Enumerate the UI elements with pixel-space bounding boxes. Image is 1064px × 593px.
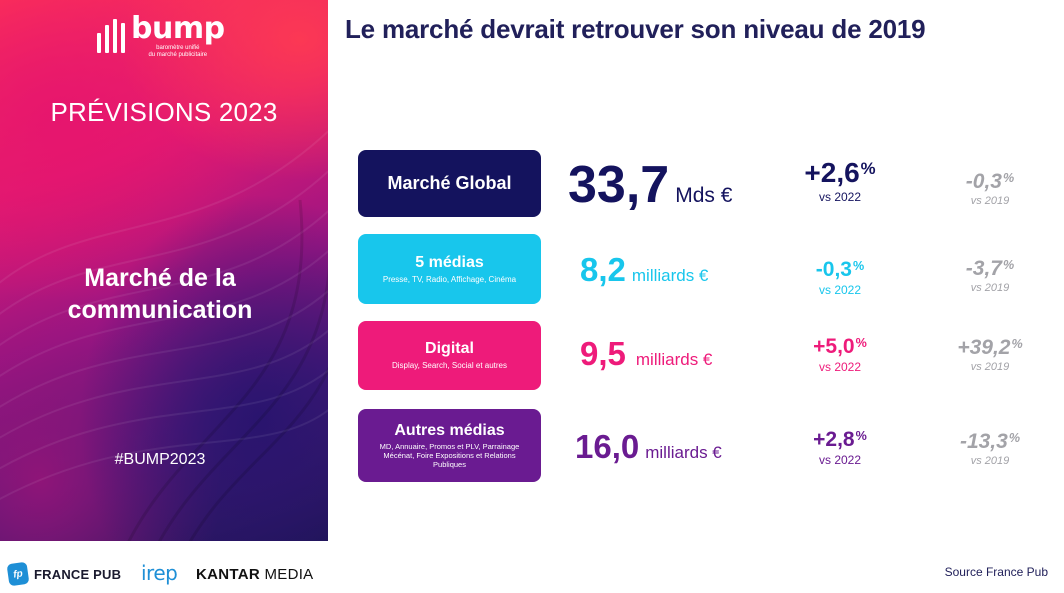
row-label-digital: Digital Display, Search, Social et autre… <box>358 321 541 390</box>
row-vs2019-digital: +39,2% vs 2019 <box>957 336 1023 373</box>
page-title: Le marché devrait retrouver son niveau d… <box>345 14 926 44</box>
previsions-heading: PRÉVISIONS 2023 <box>50 97 278 127</box>
marche-heading: Marché de la communication <box>67 264 253 324</box>
row-vs2019-marche-global: -0,3% vs 2019 <box>965 170 1015 207</box>
france-pub-badge-icon: fp <box>6 561 30 587</box>
row-label-marche-global: Marché Global <box>358 150 541 217</box>
decorative-swirl <box>0 129 328 541</box>
row-label-5-medias: 5 médias Presse, TV, Radio, Affichage, C… <box>358 234 541 304</box>
logo-word: bump <box>131 11 225 46</box>
row-value-5-medias: 8,2 milliards € <box>580 251 709 288</box>
kantar-media-logo: KANTAR MEDIA <box>196 566 314 583</box>
row-vs2022-digital: +5,0% vs 2022 <box>813 335 867 374</box>
row-label-autres-medias: Autres médias MD, Annuaire, Promos et PL… <box>358 409 541 482</box>
source-note: Source France Pub <box>944 565 1048 579</box>
row-vs2022-autres-medias: +2,8% vs 2022 <box>813 428 867 467</box>
bump-logo-bars-icon <box>97 17 125 53</box>
row-vs2019-5-medias: -3,7% vs 2019 <box>965 257 1015 294</box>
row-value-marche-global: 33,7 Mds € <box>568 156 733 214</box>
france-pub-logo: fp FRANCE PUB <box>6 561 121 587</box>
row-value-autres-medias: 16,0 milliards € <box>575 428 722 465</box>
row-vs2022-marche-global: +2,6% vs 2022 <box>804 157 876 204</box>
row-vs2022-5-medias: -0,3% vs 2022 <box>815 258 865 297</box>
logo-subtitle: baromètre unifié du marché publicitaire <box>148 45 208 58</box>
irep-logo: irep <box>141 561 178 585</box>
hashtag: #BUMP2023 <box>114 451 206 468</box>
row-value-digital: 9,5 milliards € <box>580 335 713 372</box>
left-panel: bump baromètre unifié du marché publicit… <box>0 0 328 541</box>
row-vs2019-autres-medias: -13,3% vs 2019 <box>959 430 1021 467</box>
bump-logo: bump baromètre unifié du marché publicit… <box>97 14 225 59</box>
